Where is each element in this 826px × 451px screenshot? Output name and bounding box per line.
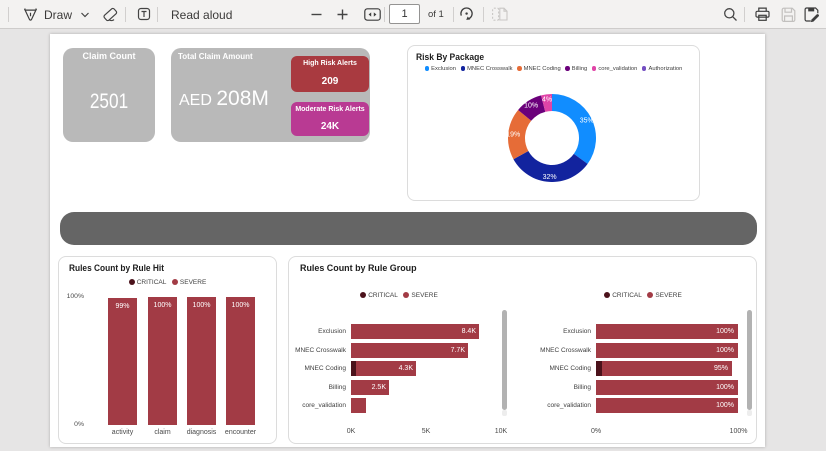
svg-text:35%: 35% bbox=[580, 118, 594, 125]
svg-text:10%: 10% bbox=[524, 102, 538, 109]
svg-text:32%: 32% bbox=[543, 174, 557, 181]
svg-text:19%: 19% bbox=[508, 132, 520, 139]
svg-text:4%: 4% bbox=[542, 97, 552, 104]
